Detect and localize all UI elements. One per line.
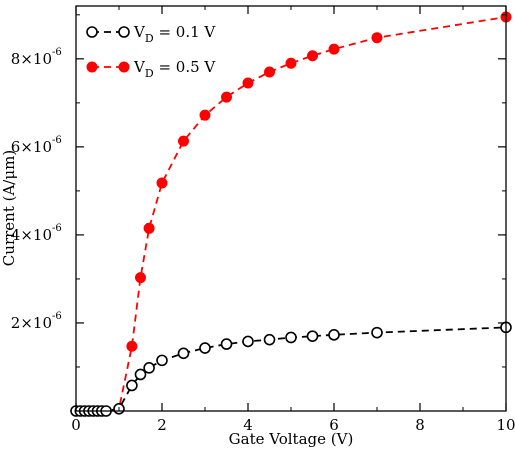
legend-marker xyxy=(86,26,98,38)
x-tick-label: 10 xyxy=(496,416,515,434)
y-axis-title: Current (A/μm) xyxy=(0,150,18,266)
series-line-vd-0-5 xyxy=(76,16,507,412)
x-tick-label: 8 xyxy=(415,416,425,434)
y-tick-label: 8×10 xyxy=(11,50,52,68)
data-point-vd-0-5 xyxy=(221,91,232,103)
legend-item-vd-0-5: VD = 0.5 V xyxy=(86,58,216,80)
y-tick-exponent: -6 xyxy=(52,135,62,146)
data-point-vd-0-1 xyxy=(126,379,138,392)
ticks-layer xyxy=(75,6,507,411)
legend-label: VD = 0.1 V xyxy=(133,23,216,45)
x-axis-title: Gate Voltage (V) xyxy=(229,430,354,448)
data-point-vd-0-5 xyxy=(199,109,211,121)
data-point-vd-0-5 xyxy=(242,77,254,89)
data-point-vd-0-1 xyxy=(156,354,168,367)
legend-item-vd-0-1: VD = 0.1 V xyxy=(86,23,216,45)
legend-marker xyxy=(118,26,130,38)
data-point-vd-0-1 xyxy=(306,330,319,342)
data-point-vd-0-5 xyxy=(285,57,297,69)
y-tick-label: 4×10 xyxy=(11,226,52,244)
legend-label: VD = 0.5 V xyxy=(133,58,216,80)
y-tick-label: 6×10 xyxy=(11,138,52,156)
data-point-vd-0-1 xyxy=(328,329,340,341)
data-point-vd-0-5 xyxy=(328,43,340,55)
data-point-vd-0-5 xyxy=(135,272,146,284)
y-tick-exponent: -6 xyxy=(52,223,62,234)
data-point-vd-0-1 xyxy=(134,368,147,381)
x-tick-label: 6 xyxy=(329,416,339,434)
data-point-vd-0-5 xyxy=(307,50,318,62)
data-point-vd-0-5 xyxy=(264,66,275,78)
legend-marker xyxy=(118,61,130,73)
x-tick-label: 2 xyxy=(157,416,167,434)
data-point-vd-0-5 xyxy=(371,32,383,44)
y-tick-exponent: -6 xyxy=(52,311,62,322)
tick-labels: 0 2 4 6 8 102×10 -64×10 -66×10 -68×10 -6 xyxy=(11,47,515,434)
data-point-vd-0-5 xyxy=(126,340,138,352)
x-tick-label: 0 xyxy=(71,416,81,434)
y-tick-label: 2×10 xyxy=(11,314,52,332)
data-point-vd-0-5 xyxy=(178,135,189,147)
data-point-vd-0-1 xyxy=(220,338,233,350)
data-point-vd-0-5 xyxy=(156,177,168,189)
x-tick-label: 4 xyxy=(243,416,253,434)
legend-marker xyxy=(86,61,98,73)
data-point-vd-0-1 xyxy=(285,331,297,344)
data-point-vd-0-1 xyxy=(143,362,155,374)
data-point-vd-0-1 xyxy=(263,333,276,346)
data-point-vd-0-1 xyxy=(199,342,211,354)
legend: VD = 0.1 V VD = 0.5 V xyxy=(86,23,216,80)
data-point-vd-0-5 xyxy=(143,222,155,234)
data-point-vd-0-1 xyxy=(242,335,254,348)
data-point-vd-0-1 xyxy=(371,326,383,339)
y-tick-exponent: -6 xyxy=(52,47,62,58)
data-point-vd-0-1 xyxy=(177,347,190,360)
